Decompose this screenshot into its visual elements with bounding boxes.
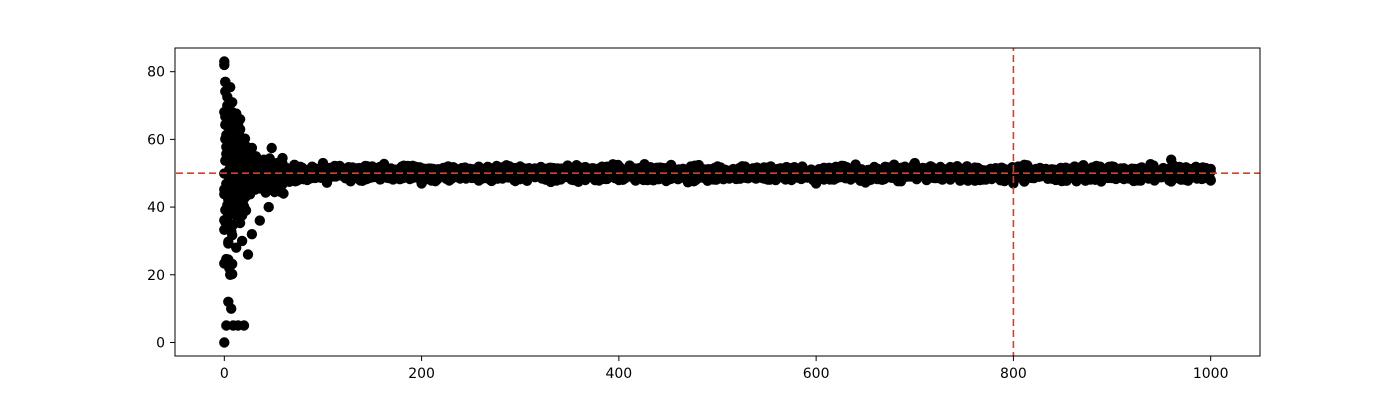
data-point (268, 157, 279, 169)
x-tick-label: 1000 (1193, 366, 1229, 382)
x-tick-label: 0 (220, 366, 229, 382)
data-point (227, 127, 238, 138)
data-point (219, 59, 230, 71)
data-point (1205, 163, 1216, 175)
data-point (225, 269, 236, 280)
data-point (1008, 178, 1019, 189)
data-point (236, 235, 248, 247)
data-point (222, 100, 233, 111)
x-tick-label: 200 (408, 366, 435, 382)
data-point (234, 114, 246, 125)
x-axis: 0 200 400 600 800 1000 (220, 356, 1229, 382)
y-tick-label: 60 (147, 132, 165, 148)
plot-frame (174, 47, 1261, 357)
data-point (1166, 154, 1177, 165)
data-point (240, 205, 252, 216)
y-tick-label: 80 (147, 65, 165, 81)
data-point (227, 258, 238, 270)
data-point (613, 174, 625, 186)
data-point (234, 124, 246, 135)
y-tick-label: 20 (147, 268, 165, 284)
data-point (227, 230, 238, 241)
y-tick-label: 40 (147, 200, 165, 216)
data-point (242, 249, 254, 260)
data-point (263, 201, 274, 213)
data-point (416, 178, 427, 189)
data-point (231, 242, 242, 253)
x-tick-label: 600 (803, 366, 830, 382)
data-point (219, 337, 230, 348)
y-tick-label: 0 (156, 335, 165, 351)
data-point (234, 147, 246, 159)
data-point (317, 157, 329, 169)
y-axis: 0 20 40 60 80 (147, 65, 175, 351)
data-point (250, 151, 262, 162)
data-point (224, 117, 235, 128)
data-point (909, 157, 920, 169)
data-point (229, 141, 240, 152)
data-point (223, 296, 234, 307)
x-tick-label: 800 (1000, 366, 1027, 382)
data-point (712, 161, 723, 172)
data-point (277, 152, 288, 164)
data-point (246, 229, 258, 240)
data-point (258, 154, 269, 165)
data-point (220, 76, 231, 88)
data-point (266, 142, 277, 154)
data-point (254, 215, 265, 226)
data-point (278, 188, 289, 199)
data-point (1205, 174, 1216, 186)
x-tick-label: 400 (605, 366, 632, 382)
data-point (810, 178, 822, 189)
data-point (1106, 161, 1118, 172)
data-point (238, 320, 250, 331)
data-point (515, 161, 526, 172)
